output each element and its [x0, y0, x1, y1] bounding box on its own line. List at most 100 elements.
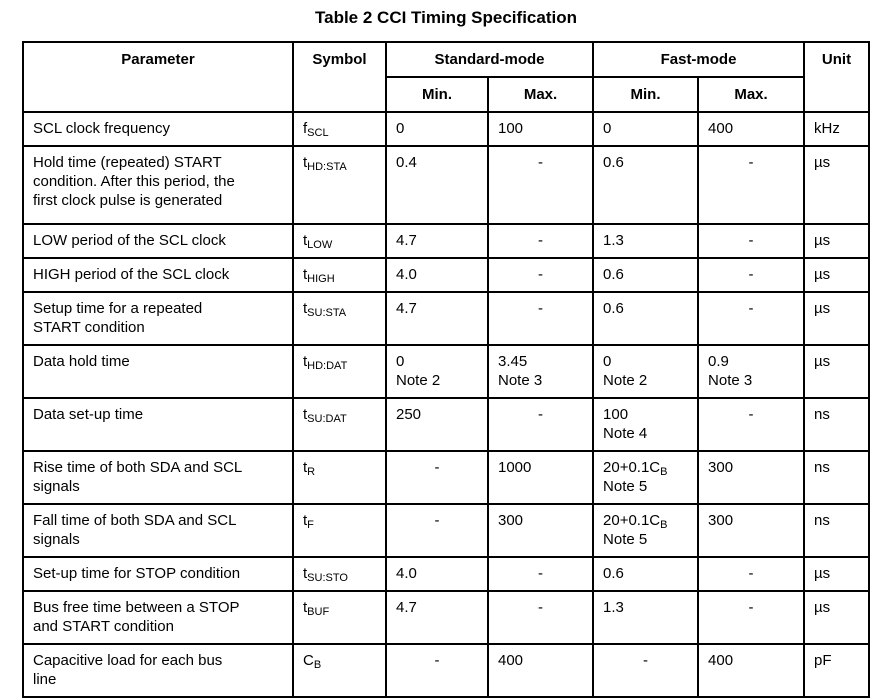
unit-cell: ns — [803, 503, 871, 558]
standard-min-cell: 0 Note 2 — [385, 344, 489, 399]
symbol-cell: tHD:DAT — [292, 344, 387, 399]
fast-max-cell: 300 — [697, 503, 806, 558]
unit-cell: µs — [803, 291, 871, 346]
symbol-cell: fSCL — [292, 111, 387, 147]
fast-max-cell: - — [697, 257, 806, 293]
unit-cell: µs — [803, 590, 871, 645]
unit-cell: µs — [803, 145, 871, 225]
table-row: SCL clock frequency fSCL 0 100 0 400 kHz — [22, 111, 871, 147]
fast-max-cell: - — [697, 291, 806, 346]
table-body: SCL clock frequency fSCL 0 100 0 400 kHz Hold t… — [22, 111, 871, 698]
standard-min-cell: - — [385, 450, 489, 505]
fast-min-cell: 20+0.1CB Note 5 — [592, 503, 700, 558]
fast-max-cell: - — [697, 590, 806, 645]
cci-timing-table: Parameter Symbol Standard-mode Fast-mode… — [22, 41, 871, 698]
header-standard-mode: Standard-mode — [384, 41, 595, 78]
standard-min-cell: 0.4 — [385, 145, 489, 225]
unit-cell: kHz — [803, 111, 871, 147]
fast-max-cell: 400 — [697, 643, 806, 698]
standard-min-cell: 4.0 — [385, 556, 489, 592]
standard-max-cell: 3.45 Note 3 — [486, 344, 595, 399]
standard-min-cell: - — [385, 503, 489, 558]
table-row: LOW period of the SCL clock tLOW 4.7-1.3- µ… — [22, 223, 871, 259]
header-parameter: Parameter — [22, 41, 294, 113]
unit-cell: pF — [803, 643, 871, 698]
parameter-cell: LOW period of the SCL clock — [22, 223, 294, 259]
standard-max-cell: - — [486, 556, 595, 592]
header-fast-mode: Fast-mode — [592, 41, 806, 78]
table-row: Set-up time for STOP condition tSU:STO 4.0… — [22, 556, 871, 592]
fast-min-cell: 0 — [592, 111, 700, 147]
parameter-cell: Data set-up time — [22, 397, 294, 452]
parameter-cell: Rise time of both SDA and SCL signals — [22, 450, 294, 505]
header-fast-min: Min. — [592, 76, 700, 113]
symbol-cell: tLOW — [292, 223, 387, 259]
standard-max-cell: - — [486, 257, 595, 293]
header-symbol: Symbol — [292, 41, 387, 113]
fast-min-cell: 100 Note 4 — [592, 397, 700, 452]
parameter-cell: Bus free time between a STOP and START co… — [22, 590, 294, 645]
parameter-cell: Data hold time — [22, 344, 294, 399]
fast-max-cell: 300 — [697, 450, 806, 505]
parameter-cell: SCL clock frequency — [22, 111, 294, 147]
unit-cell: µs — [803, 344, 871, 399]
fast-max-cell: - — [697, 556, 806, 592]
unit-cell: µs — [803, 223, 871, 259]
fast-max-cell: 400 — [697, 111, 806, 147]
standard-min-cell: 4.7 — [385, 291, 489, 346]
standard-min-cell: 4.0 — [385, 257, 489, 293]
table-title: Table 2 CCI Timing Specification — [315, 8, 577, 27]
fast-min-cell: 0.6 — [592, 291, 700, 346]
fast-max-cell: - — [697, 223, 806, 259]
standard-max-cell: - — [486, 145, 595, 225]
table-header: Parameter Symbol Standard-mode Fast-mode… — [22, 41, 871, 113]
table-row: Capacitive load for each bus line CB -400-4… — [22, 643, 871, 698]
fast-min-cell: 20+0.1CB Note 5 — [592, 450, 700, 505]
standard-max-cell: - — [486, 397, 595, 452]
table-row: Fall time of both SDA and SCL signals tF - 3… — [22, 503, 871, 558]
fast-min-cell: 0.6 — [592, 145, 700, 225]
table-row: Hold time (repeated) START condition. Aft… — [22, 145, 871, 225]
fast-min-cell: 0 Note 2 — [592, 344, 700, 399]
standard-min-cell: 250 — [385, 397, 489, 452]
symbol-cell: tSU:STA — [292, 291, 387, 346]
header-standard-max: Max. — [486, 76, 595, 113]
standard-max-cell: 100 — [486, 111, 595, 147]
fast-max-cell: 0.9 Note 3 — [697, 344, 806, 399]
unit-cell: ns — [803, 450, 871, 505]
standard-max-cell: 400 — [486, 643, 595, 698]
symbol-cell: tHIGH — [292, 257, 387, 293]
unit-cell: µs — [803, 556, 871, 592]
header-standard-min: Min. — [385, 76, 489, 113]
standard-max-cell: 1000 — [486, 450, 595, 505]
standard-max-cell: - — [486, 291, 595, 346]
standard-max-cell: - — [486, 223, 595, 259]
table-row: Setup time for a repeated START condition… — [22, 291, 871, 346]
standard-max-cell: - — [486, 590, 595, 645]
parameter-cell: HIGH period of the SCL clock — [22, 257, 294, 293]
symbol-cell: tHD:STA — [292, 145, 387, 225]
standard-min-cell: - — [385, 643, 489, 698]
parameter-cell: Set-up time for STOP condition — [22, 556, 294, 592]
fast-min-cell: - — [592, 643, 700, 698]
table-row: Bus free time between a STOP and START co… — [22, 590, 871, 645]
symbol-cell: tR — [292, 450, 387, 505]
parameter-cell: Fall time of both SDA and SCL signals — [22, 503, 294, 558]
standard-min-cell: 4.7 — [385, 223, 489, 259]
fast-min-cell: 0.6 — [592, 257, 700, 293]
unit-cell: ns — [803, 397, 871, 452]
fast-max-cell: - — [697, 145, 806, 225]
header-row-minmax: Min. Max. Min. Max. — [23, 76, 869, 113]
header-row-groups: Parameter Symbol Standard-mode Fast-mode… — [22, 41, 871, 113]
symbol-cell: tF — [292, 503, 387, 558]
fast-min-cell: 1.3 — [592, 223, 700, 259]
parameter-cell: Setup time for a repeated START condition — [22, 291, 294, 346]
table-row: Data set-up time tSU:DAT 250-100 Note 4- ns — [22, 397, 871, 452]
fast-min-cell: 0.6 — [592, 556, 700, 592]
symbol-cell: CB — [292, 643, 387, 698]
standard-min-cell: 0 — [385, 111, 489, 147]
fast-max-cell: - — [697, 397, 806, 452]
parameter-cell: Capacitive load for each bus line — [22, 643, 294, 698]
